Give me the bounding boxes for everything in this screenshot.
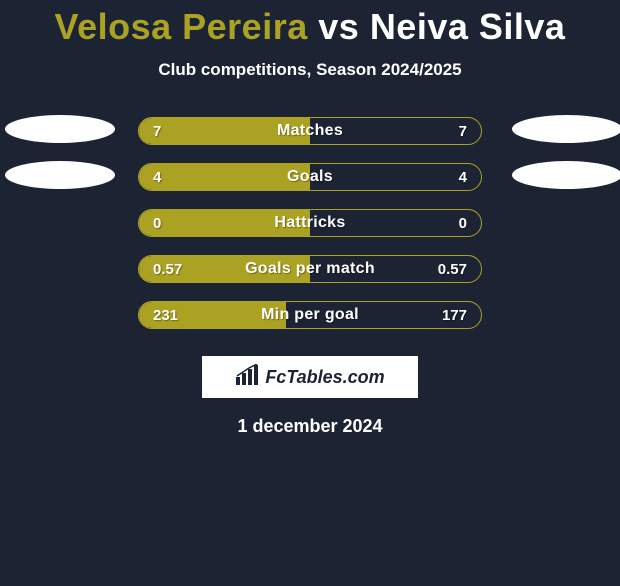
bar-fill-player2 bbox=[310, 256, 481, 282]
stat-bar: 231Min per goal177 bbox=[138, 301, 482, 329]
player2-name: Neiva Silva bbox=[370, 6, 566, 47]
bar-fill-player1 bbox=[139, 118, 310, 144]
stat-row: 4Goals4 bbox=[0, 154, 620, 200]
player1-name: Velosa Pereira bbox=[55, 6, 308, 47]
subtitle: Club competitions, Season 2024/2025 bbox=[0, 60, 620, 80]
date-text: 1 december 2024 bbox=[0, 416, 620, 437]
branding-box: FcTables.com bbox=[202, 356, 418, 398]
stat-row: 7Matches7 bbox=[0, 108, 620, 154]
bar-fill-player2 bbox=[310, 164, 481, 190]
bar-fill-player1 bbox=[139, 302, 286, 328]
stat-row: 0.57Goals per match0.57 bbox=[0, 246, 620, 292]
bar-fill-player1 bbox=[139, 164, 310, 190]
ellipse-left bbox=[5, 115, 115, 143]
stats-rows: 7Matches7 4Goals4 0Hattricks0 0.57Goals per… bbox=[0, 108, 620, 338]
stat-bar: 0Hattricks0 bbox=[138, 209, 482, 237]
stat-bar: 7Matches7 bbox=[138, 117, 482, 145]
bar-fill-player1 bbox=[139, 210, 310, 236]
bar-fill-player1 bbox=[139, 256, 310, 282]
bar-fill-player2 bbox=[310, 210, 481, 236]
ellipse-right bbox=[512, 115, 620, 143]
stat-bar: 4Goals4 bbox=[138, 163, 482, 191]
bar-fill-player2 bbox=[286, 302, 481, 328]
page-title: Velosa Pereira vs Neiva Silva bbox=[0, 6, 620, 48]
vs-text: vs bbox=[318, 6, 359, 47]
bar-fill-player2 bbox=[310, 118, 481, 144]
stat-bar: 0.57Goals per match0.57 bbox=[138, 255, 482, 283]
stat-row: 0Hattricks0 bbox=[0, 200, 620, 246]
chart-icon bbox=[235, 364, 261, 391]
ellipse-right bbox=[512, 161, 620, 189]
stat-row: 231Min per goal177 bbox=[0, 292, 620, 338]
ellipse-left bbox=[5, 161, 115, 189]
branding-text: FcTables.com bbox=[265, 367, 384, 388]
